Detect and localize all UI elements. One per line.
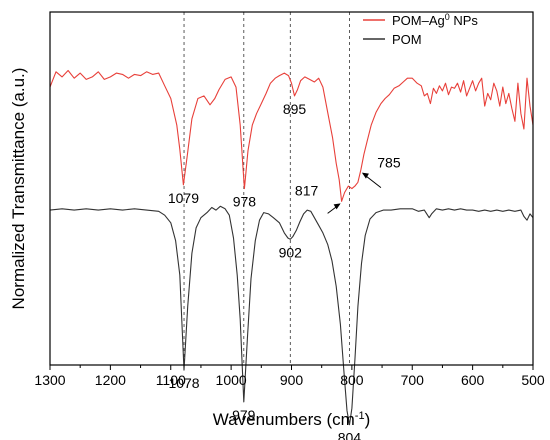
annotation-817: 817 <box>295 182 319 198</box>
annotation-layer: 1079 978 895 817 785 1078 979 902 804 <box>168 101 401 440</box>
annotation-785-arrow-head <box>361 172 369 179</box>
annotation-902: 902 <box>279 244 303 260</box>
x-axis: 1300 1200 1100 1000 900 800 700 600 500 <box>34 365 545 388</box>
x-tick-label-1000: 1000 <box>216 372 247 388</box>
plot-frame <box>49 11 534 366</box>
x-tick-label-500: 500 <box>521 372 545 388</box>
reference-lines <box>183 12 350 365</box>
x-tick-label-600: 600 <box>461 372 485 388</box>
series-layer <box>49 69 534 426</box>
x-axis-title-main: Wavenumbers (cm <box>213 410 355 429</box>
annotation-979: 979 <box>232 407 256 423</box>
legend-label-pom-ag: POM–Ag0 NPs <box>392 12 478 28</box>
annotation-817-arrow-head <box>333 203 341 210</box>
x-axis-title-tail: ) <box>365 410 371 429</box>
legend-label-pom: POM <box>392 32 422 47</box>
legend-label-pom-ag-tail: NPs <box>450 13 479 28</box>
x-tick-label-1300: 1300 <box>34 372 65 388</box>
annotation-895: 895 <box>283 101 307 117</box>
annotation-978: 978 <box>233 194 257 210</box>
x-tick-label-1100: 1100 <box>156 372 186 388</box>
series-line-pom-ag <box>49 69 534 202</box>
annotation-804: 804 <box>338 430 362 440</box>
x-axis-title-sup: -1 <box>355 410 365 422</box>
x-tick-label-900: 900 <box>280 372 304 388</box>
x-axis-title: Wavenumbers (cm-1) <box>213 410 370 429</box>
legend: POM–Ag0 NPs POM <box>363 12 478 47</box>
annotation-1078: 1078 <box>168 375 199 391</box>
legend-label-pom-ag-main: POM–Ag <box>392 13 445 28</box>
y-axis-title: Normalized Transmittance (a.u.) <box>9 68 28 310</box>
x-tick-label-700: 700 <box>401 372 425 388</box>
series-line-pom <box>49 205 534 426</box>
x-tick-label-1200: 1200 <box>95 372 126 388</box>
x-tick-label-800: 800 <box>340 372 364 388</box>
legend-label-pom-ag-sup: 0 <box>445 12 450 22</box>
annotation-785: 785 <box>377 155 401 171</box>
annotation-1079: 1079 <box>168 190 199 206</box>
